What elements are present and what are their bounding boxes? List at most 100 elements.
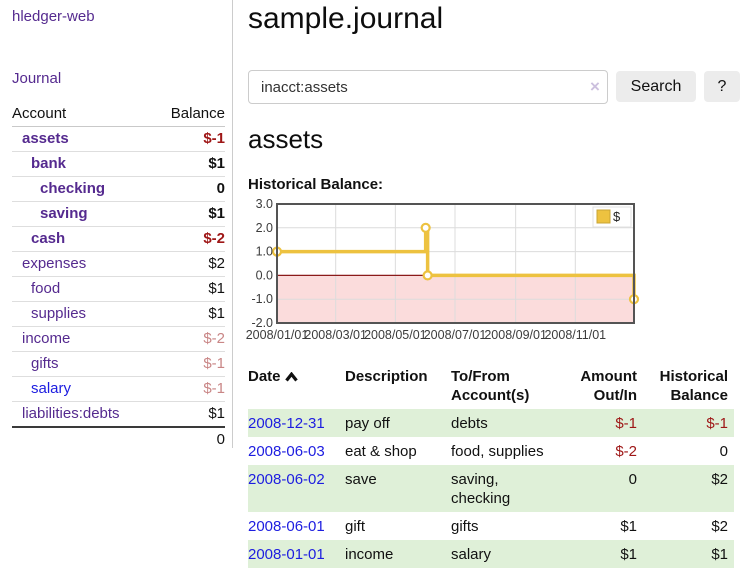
- register-description-cell: pay off: [345, 415, 390, 432]
- account-link-assets[interactable]: assets: [22, 130, 69, 147]
- account-row: assets $-1: [12, 127, 225, 152]
- account-link-gifts[interactable]: gifts: [31, 355, 59, 372]
- account-row: food $1: [12, 276, 225, 302]
- register-date-cell: 2008-06-01: [248, 512, 345, 540]
- register-date-cell: 2008-01-01: [248, 540, 345, 568]
- register-header-row: Date Description To/From Account(s) Amou…: [248, 363, 734, 409]
- chart-title: Historical Balance:: [248, 176, 384, 193]
- sort-ascending-icon[interactable]: [284, 368, 298, 387]
- register-header-tofrom: To/From Account(s): [451, 368, 530, 404]
- account-balance: $1: [153, 401, 225, 427]
- account-link-salary[interactable]: salary: [31, 380, 72, 397]
- page-title: sample.journal: [248, 2, 444, 35]
- register-date-link[interactable]: 2008-01-01: [248, 546, 325, 563]
- sidebar: hledger-web Journal Account Balance asse…: [0, 0, 233, 452]
- account-row: bank $1: [12, 151, 225, 177]
- account-link-bank[interactable]: bank: [31, 155, 67, 172]
- account-balance: 0: [153, 176, 225, 202]
- search-input[interactable]: [248, 70, 608, 104]
- chart-y-tick-label: 1.0: [256, 245, 273, 259]
- chart-data-point: [420, 222, 431, 233]
- clear-search-icon[interactable]: ×: [590, 77, 600, 96]
- register-amount-cell: $1: [620, 546, 637, 563]
- account-row: income $-2: [12, 326, 225, 352]
- app-title: hledger-web: [12, 8, 95, 25]
- sidebar-item-journal[interactable]: Journal: [12, 70, 62, 87]
- register-date-link[interactable]: 2008-06-03: [248, 443, 325, 460]
- account-balance: $-1: [203, 130, 225, 147]
- account-balance: $-1: [153, 376, 225, 402]
- chart-plot-border: [276, 203, 635, 324]
- chart-x-tick-label: 2008/05/01: [364, 328, 427, 342]
- chart-x-tick-label: 2008/03/01: [304, 328, 367, 342]
- accounts-header-account: Account: [12, 102, 154, 127]
- register-date-link[interactable]: 2008-12-31: [248, 415, 325, 432]
- account-balance: $-1: [153, 351, 225, 377]
- register-row: 2008-06-02 save saving, checking 0 $2: [248, 465, 734, 512]
- register-accounts-cell: debts: [451, 415, 488, 432]
- register-accounts-cell: salary: [451, 546, 492, 563]
- account-name-cell: bank: [12, 151, 154, 177]
- account-link-income[interactable]: income: [22, 330, 71, 347]
- account-row: saving $1: [12, 201, 225, 227]
- chart-y-tick-label: -2.0: [251, 316, 273, 330]
- register-date-cell: 2008-06-02: [248, 465, 345, 512]
- account-name-cell: saving: [12, 201, 154, 227]
- register-header-description: Description: [345, 368, 428, 385]
- register-amount-cell: $1: [620, 518, 637, 535]
- account-name-cell: assets: [12, 127, 154, 152]
- account-balance: $1: [153, 201, 225, 227]
- account-row: cash $-2: [12, 226, 225, 252]
- chart-y-tick-label: 0.0: [256, 268, 273, 282]
- accounts-total-spacer: [12, 426, 154, 452]
- register-row: 2008-06-03 eat & shop food, supplies $-2 0: [248, 437, 734, 465]
- register-description-cell: eat & shop: [345, 443, 417, 460]
- register-amount-cell: 0: [628, 471, 637, 488]
- account-name-cell: supplies: [12, 301, 154, 327]
- account-link-cash[interactable]: cash: [31, 230, 66, 247]
- register-balance-cell: $2: [711, 518, 728, 535]
- register-amount-cell: $-2: [615, 443, 637, 460]
- chart-legend-label: $: [613, 209, 621, 224]
- register-date-cell: 2008-06-03: [248, 437, 345, 465]
- account-balance: $2: [153, 251, 225, 277]
- account-row: expenses $2: [12, 251, 225, 277]
- account-link-saving[interactable]: saving: [40, 205, 88, 222]
- register-header-date[interactable]: Date: [248, 363, 345, 409]
- chart-x-tick-label: 2008/07/01: [424, 328, 487, 342]
- account-link-supplies[interactable]: supplies: [31, 305, 87, 322]
- register-table-body: 2008-12-31 pay off debts $-1 $-1 2008-06-03 ea…: [248, 409, 734, 568]
- account-name-cell: cash: [12, 226, 154, 252]
- account-name-cell: food: [12, 276, 154, 302]
- account-row: supplies $1: [12, 301, 225, 327]
- register-description-cell: income: [345, 546, 394, 563]
- accounts-total-balance: 0: [153, 426, 225, 452]
- account-link-expenses[interactable]: expenses: [22, 255, 87, 272]
- register-date-link[interactable]: 2008-06-02: [248, 471, 325, 488]
- register-header-balance: Historical Balance: [659, 368, 728, 404]
- chart-y-tick-label: 3.0: [256, 198, 273, 211]
- help-button[interactable]: ?: [704, 71, 740, 102]
- search-button[interactable]: Search: [616, 71, 696, 102]
- chart-x-tick-label: 2008/11/01: [544, 328, 606, 342]
- account-name-cell: expenses: [12, 251, 154, 277]
- chart-data-point: [422, 270, 433, 281]
- register-amount-cell: $-1: [615, 415, 637, 432]
- account-row: salary $-1: [12, 376, 225, 402]
- app-title-link[interactable]: hledger-web: [12, 8, 95, 25]
- register-date-link[interactable]: 2008-06-01: [248, 518, 325, 535]
- register-accounts-cell: gifts: [451, 518, 479, 535]
- chart-x-tick-label: 2008/01/01: [246, 328, 309, 342]
- account-heading: assets: [248, 124, 324, 154]
- register-balance-cell: 0: [719, 443, 728, 460]
- account-name-cell: checking: [12, 176, 154, 202]
- account-name-cell: gifts: [12, 351, 154, 377]
- chart-y-tick-label: 2.0: [256, 221, 273, 235]
- account-link-checking[interactable]: checking: [40, 180, 106, 197]
- register-row: 2008-01-01 income salary $1 $1: [248, 540, 734, 568]
- account-link-food[interactable]: food: [31, 280, 61, 297]
- register-date-cell: 2008-12-31: [248, 409, 345, 437]
- register-row: 2008-06-01 gift gifts $1 $2: [248, 512, 734, 540]
- account-link-liabilities-debts[interactable]: liabilities:debts: [22, 405, 120, 422]
